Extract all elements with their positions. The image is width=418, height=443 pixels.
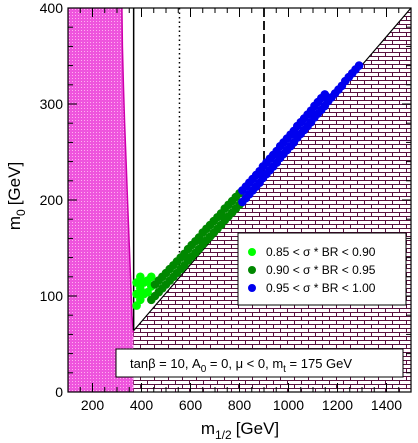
x-tick-label: 200 — [81, 397, 105, 413]
info-text: tanβ = 10, A0 = 0, μ < 0, mt = 175 GeV — [130, 356, 352, 375]
info-box-frame — [115, 348, 404, 378]
magenta-region-edge — [121, 8, 135, 333]
legend-box — [237, 232, 407, 306]
plot-area — [68, 8, 411, 392]
y-tick-label: 300 — [40, 96, 64, 112]
x-tick-label: 800 — [228, 397, 252, 413]
magenta-region — [68, 8, 134, 392]
data-point — [320, 90, 330, 99]
legend-marker-3 — [248, 284, 256, 292]
x-tick-label: 1200 — [322, 397, 353, 413]
legend-marker-1 — [248, 248, 256, 256]
y-axis-title: m0[GeV] — [5, 162, 28, 230]
x-tick-label: 1400 — [371, 397, 402, 413]
legend-label-3: 0.95 < σ * BR < 1.00 — [266, 281, 376, 295]
y-tick-label: 0 — [55, 384, 63, 400]
axis-ticks: 200 400 600 800 1000 1200 1400 0 100 200 300 400 — [40, 0, 412, 413]
info-box: tanβ = 10, A0 = 0, μ < 0, mt = 175 GeV — [115, 348, 404, 378]
data-point — [354, 61, 364, 70]
y-tick-label: 200 — [40, 192, 64, 208]
legend-label-2: 0.90 < σ * BR < 0.95 — [266, 263, 376, 277]
x-axis-title: m1/2 [GeV] — [201, 419, 279, 442]
y-tick-label: 400 — [40, 0, 64, 16]
x-tick-label: 600 — [179, 397, 203, 413]
x-tick-label: 400 — [130, 397, 154, 413]
legend: 0.85 < σ * BR < 0.90 0.90 < σ * BR < 0.9… — [237, 232, 407, 306]
data-point — [147, 272, 156, 282]
y-tick-label: 100 — [40, 288, 64, 304]
legend-label-1: 0.85 < σ * BR < 0.90 — [266, 245, 376, 259]
data-points — [132, 61, 364, 310]
x-tick-label: 1000 — [273, 397, 304, 413]
legend-marker-2 — [248, 266, 256, 274]
